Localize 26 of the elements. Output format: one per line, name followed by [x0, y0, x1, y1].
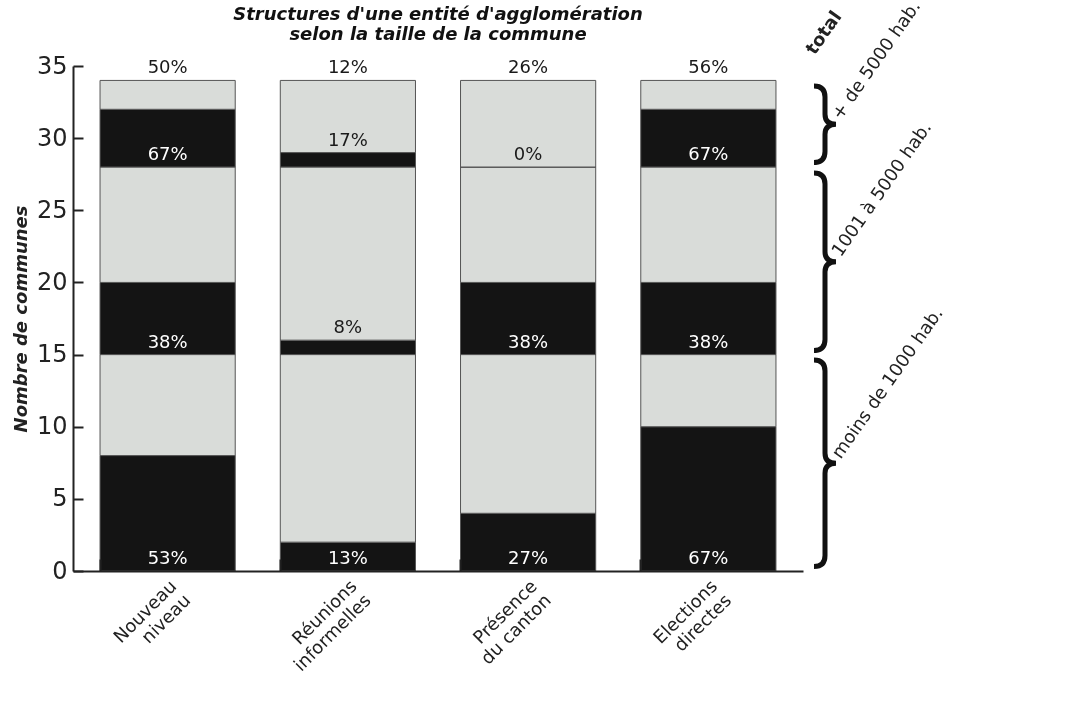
annotation: 50%	[147, 56, 188, 78]
y-tick-label: 0	[52, 556, 68, 585]
annotation: 8%	[333, 316, 363, 338]
y-tick-label: 5	[52, 484, 68, 513]
y-tick-label: 35	[36, 51, 68, 80]
y-tick-label: 20	[36, 267, 68, 296]
annotation: 26%	[508, 56, 549, 78]
annotation: 67%	[688, 143, 729, 164]
chart-title: Structures d'une entité d'agglomération selon la taille de la commune	[233, 3, 643, 44]
y-tick-label: 15	[36, 340, 68, 369]
annotation: 17%	[327, 128, 368, 150]
annotation: 38%	[508, 330, 549, 352]
annotation: 0%	[513, 143, 543, 164]
y-axis-title: Nombre de communes	[9, 205, 31, 433]
annotation: 56%	[688, 56, 729, 78]
y-tick-label: 30	[36, 123, 68, 152]
annotation: 67%	[147, 143, 188, 164]
y-tick-label: 10	[36, 412, 68, 441]
annotation: 12%	[327, 56, 368, 78]
annotation: 13%	[327, 547, 368, 568]
annotation: 38%	[688, 330, 729, 352]
y-tick-label: 25	[36, 195, 68, 224]
annotation: 27%	[508, 547, 549, 568]
annotation: 38%	[147, 330, 188, 352]
annotation: 67%	[688, 547, 729, 568]
annotation: 53%	[147, 547, 188, 568]
